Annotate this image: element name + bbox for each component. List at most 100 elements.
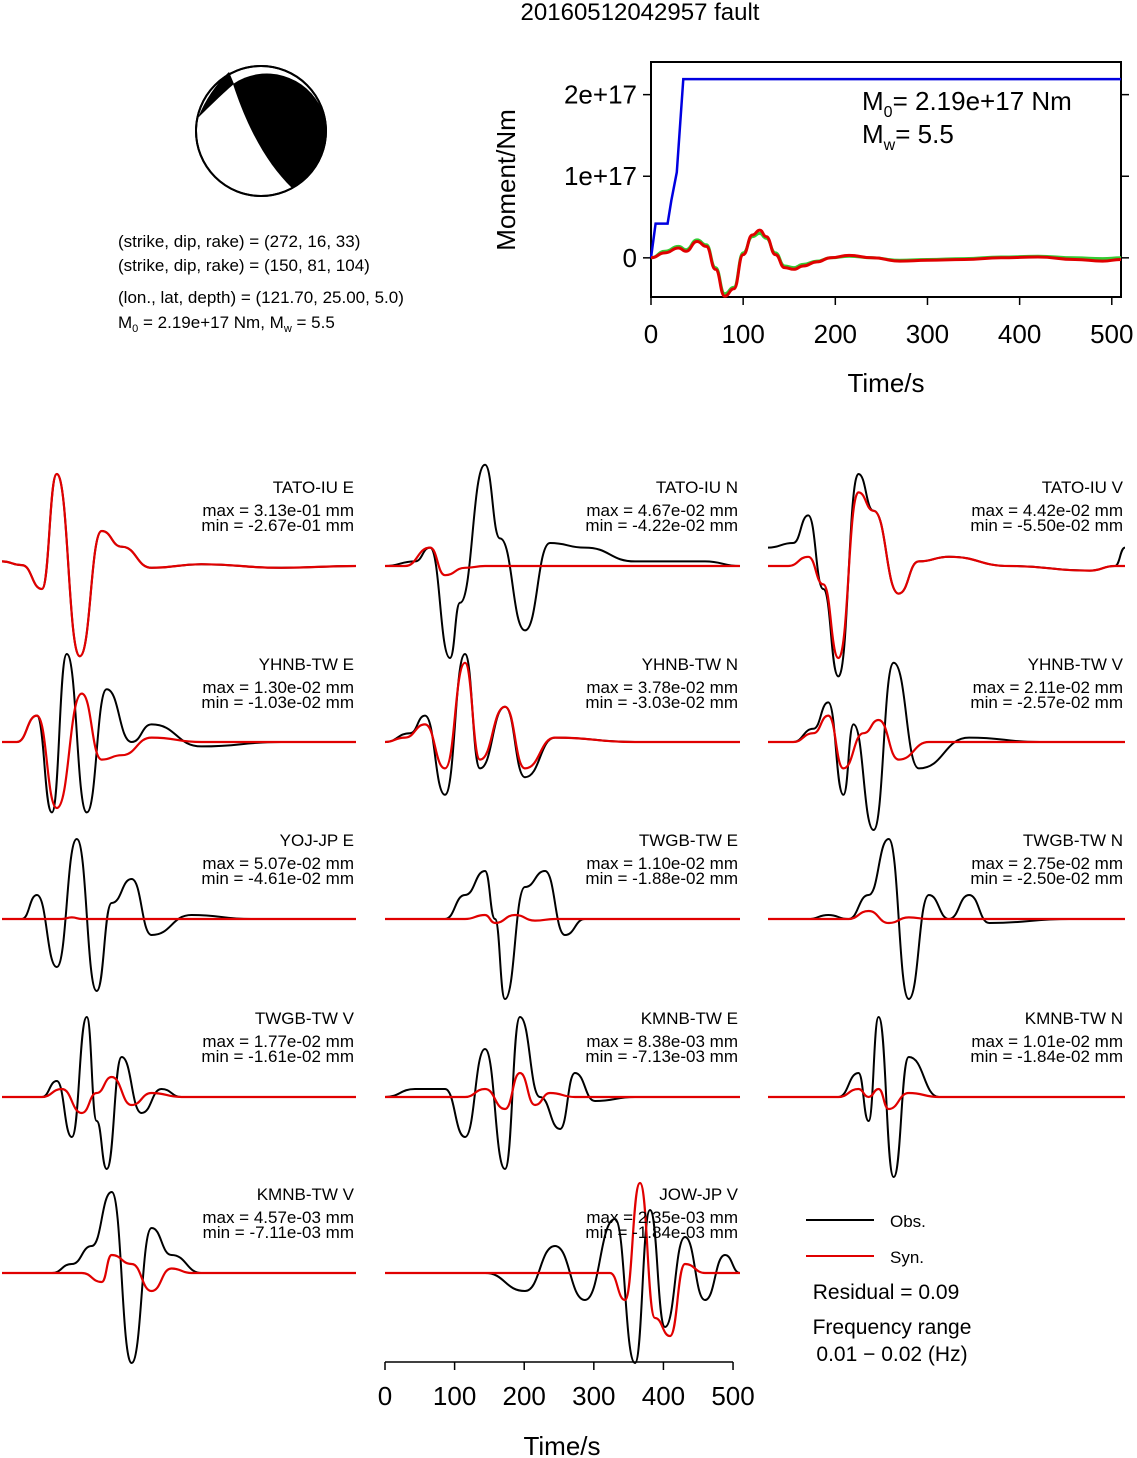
trace-max-label: max = 4.42e-02 mm [971, 501, 1123, 520]
mechanism-line-4: M0 = 2.19e+17 Nm, Mw = 5.5 [118, 313, 335, 335]
moment-xlabel: Time/s [847, 368, 924, 398]
trace-min-label: min = -7.13e-03 mm [585, 1047, 738, 1066]
moment-xtick-label: 200 [814, 319, 857, 349]
waveform-time-axis: 0 100 200 300 400 500 Time/s [378, 1361, 755, 1458]
station-label: TWGB-TW N [1023, 831, 1123, 850]
trace-max-label: max = 8.38e-03 mm [586, 1032, 738, 1051]
station-label: YHNB-TW V [1028, 655, 1124, 674]
mechanism-info: (strike, dip, rake) = (272, 16, 33) (str… [118, 232, 404, 335]
moment-mw-annotation: Mw= 5.5 [862, 119, 954, 154]
mechanism-mw: 5.5 [311, 313, 335, 332]
mechanism-line-1: (strike, dip, rake) = (272, 16, 33) [118, 232, 360, 251]
observed-trace [384, 463, 741, 660]
time-axis-tick-label: 300 [572, 1381, 615, 1411]
waveform-xlabel: Time/s [523, 1431, 600, 1458]
trace-min-label: min = -3.03e-02 mm [585, 693, 738, 712]
synthetic-trace [767, 491, 1125, 660]
trace-max-label: max = 3.78e-02 mm [586, 678, 738, 697]
trace-max-label: max = 1.10e-02 mm [586, 854, 738, 873]
trace-min-label: min = -2.50e-02 mm [970, 869, 1123, 888]
moment-xtick-label: 100 [721, 319, 764, 349]
station-label: JOW-JP V [659, 1185, 738, 1204]
legend: Obs. Syn. Residual = 0.09 Frequency rang… [806, 1212, 971, 1366]
synthetic-trace [384, 913, 740, 925]
trace-max-label: max = 4.67e-02 mm [586, 501, 738, 520]
synthetic-trace [767, 714, 1125, 770]
station-label: YHNB-TW E [259, 655, 354, 674]
moment-series-cumulative-moment [649, 77, 1121, 258]
trace-max-label: max = 3.13e-01 mm [202, 501, 354, 520]
synthetic-trace [384, 546, 740, 577]
station-label: TWGB-TW V [255, 1009, 355, 1028]
frequency-title: Frequency range [813, 1316, 972, 1339]
synthetic-trace [385, 1181, 740, 1338]
trace-max-label: max = 1.77e-02 mm [202, 1032, 354, 1051]
station-label: TATO-IU N [656, 478, 738, 497]
moment-series-red [650, 228, 1122, 298]
trace-min-label: min = -1.84e-03 mm [585, 1223, 738, 1242]
trace-min-label: min = -7.11e-03 mm [203, 1223, 354, 1242]
synthetic-trace [767, 909, 1125, 925]
moment-m0-annotation: M0= 2.19e+17 Nm [862, 86, 1072, 121]
moment-xtick-label: 300 [906, 319, 949, 349]
synthetic-trace [1, 916, 356, 921]
time-axis-tick-label: 500 [711, 1381, 754, 1411]
observed-trace [767, 837, 1125, 1001]
station-label: YOJ-JP E [280, 831, 354, 850]
synthetic-trace [384, 661, 740, 770]
observed-trace [384, 869, 740, 1001]
observed-trace [384, 652, 740, 796]
observed-trace [385, 1208, 741, 1365]
time-axis-tick-label: 200 [503, 1381, 546, 1411]
moment-ytick-label: 1e+17 [564, 161, 637, 191]
moment-xtick-label: 500 [1090, 319, 1133, 349]
figure-title: 20160512042957 fault [521, 0, 760, 26]
trace-min-label: min = -4.61e-02 mm [201, 869, 354, 888]
trace-min-label: min = -1.88e-02 mm [585, 869, 738, 888]
frequency-range: 0.01 − 0.02 (Hz) [816, 1343, 967, 1366]
trace-max-label: max = 1.01e-02 mm [971, 1032, 1123, 1051]
synthetic-trace [1, 692, 356, 810]
moment-ylabel: Moment/Nm [491, 109, 521, 251]
trace-max-label: max = 2.11e-02 mm [973, 678, 1123, 697]
station-label: TATO-IU E [273, 478, 354, 497]
trace-min-label: min = -2.67e-01 mm [201, 516, 354, 535]
moment-ytick-label: 2e+17 [564, 80, 637, 110]
time-axis-tick-label: 100 [433, 1381, 476, 1411]
focal-mechanism-beachball [195, 65, 327, 197]
moment-rate-panel: Moment/Nm Time/s M0= 2.19e+17 Nm Mw= 5.5… [491, 61, 1133, 398]
trace-min-label: min = -1.84e-02 mm [970, 1047, 1123, 1066]
trace-max-label: max = 4.57e-03 mm [202, 1208, 354, 1227]
mechanism-m0: 2.19e+17 Nm [158, 313, 261, 332]
synthetic-trace [2, 1075, 356, 1115]
station-label: KMNB-TW E [641, 1009, 738, 1028]
time-axis-tick-label: 0 [378, 1381, 392, 1411]
time-axis-tick-label: 400 [642, 1381, 685, 1411]
trace-max-label: max = 5.07e-02 mm [202, 854, 354, 873]
moment-ytick-label: 0 [623, 243, 637, 273]
residual-text: Residual = 0.09 [813, 1281, 960, 1304]
trace-max-label: max = 2.75e-02 mm [971, 854, 1123, 873]
trace-min-label: min = -2.57e-02 mm [970, 693, 1123, 712]
mechanism-line-2: (strike, dip, rake) = (150, 81, 104) [118, 256, 370, 275]
moment-xtick-label: 400 [998, 319, 1041, 349]
trace-max-label: max = 1.30e-02 mm [202, 678, 354, 697]
synthetic-trace [385, 1071, 740, 1111]
legend-obs-label: Obs. [890, 1212, 926, 1231]
mechanism-line-3: (lon., lat, depth) = (121.70, 25.00, 5.0… [118, 288, 404, 307]
trace-min-label: min = -5.50e-02 mm [970, 516, 1123, 535]
